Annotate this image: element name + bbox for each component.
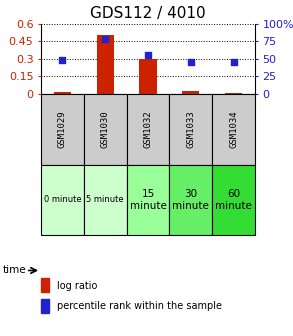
Text: log ratio: log ratio — [57, 281, 97, 291]
Bar — [54, 92, 71, 94]
Text: GSM1032: GSM1032 — [144, 111, 152, 148]
Text: 30
minute: 30 minute — [172, 189, 209, 211]
Text: GSM1029: GSM1029 — [58, 111, 67, 148]
Bar — [127, 94, 169, 165]
Text: 0 minute: 0 minute — [44, 196, 81, 204]
Point — [60, 57, 65, 63]
Bar — [169, 94, 212, 165]
Bar — [182, 91, 199, 94]
Text: 5 minute: 5 minute — [86, 196, 124, 204]
Bar — [84, 94, 127, 165]
Bar — [127, 165, 169, 235]
Text: GSM1030: GSM1030 — [101, 111, 110, 148]
Point — [103, 36, 108, 42]
Bar — [97, 35, 114, 94]
Text: 60
minute: 60 minute — [215, 189, 252, 211]
Bar — [212, 94, 255, 165]
Point — [231, 60, 236, 65]
Bar — [41, 165, 84, 235]
Bar — [139, 59, 156, 94]
Text: GSM1033: GSM1033 — [186, 111, 195, 148]
Title: GDS112 / 4010: GDS112 / 4010 — [90, 6, 206, 21]
Bar — [41, 278, 49, 292]
Text: percentile rank within the sample: percentile rank within the sample — [57, 301, 222, 311]
Text: GSM1034: GSM1034 — [229, 111, 238, 148]
Bar — [212, 165, 255, 235]
Point — [146, 52, 150, 58]
Bar — [41, 298, 49, 312]
Bar — [41, 94, 84, 165]
Bar — [225, 93, 242, 94]
Text: 15
minute: 15 minute — [130, 189, 166, 211]
Point — [188, 60, 193, 65]
Text: time: time — [3, 265, 27, 276]
Bar — [169, 165, 212, 235]
Bar — [84, 165, 127, 235]
